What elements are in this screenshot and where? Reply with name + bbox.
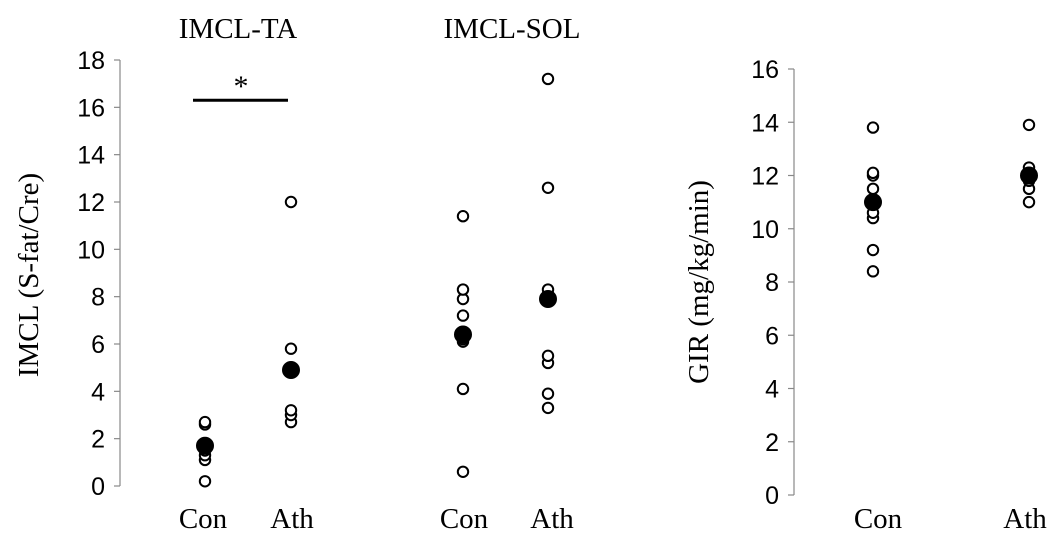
gir-point [866,243,880,257]
sol-point [456,210,470,223]
left-y-tick-label: 18 [77,47,105,75]
right-y-tick-label: 14 [751,109,779,137]
ta-x-label-con: Con [179,503,228,535]
sol-point [456,465,470,478]
left-y-tick-label: 14 [77,142,105,170]
ta-point [198,475,212,488]
right-y-tick-label: 8 [765,269,779,297]
ta-mean-point [196,436,214,455]
right-y-tick-label: 10 [751,216,779,244]
gir-point [866,166,880,180]
ta-title: IMCL-TA [179,13,298,45]
sol-point [541,349,555,363]
gir-point [1022,118,1036,132]
sol-title: IMCL-SOL [444,13,581,45]
sol-mean-point [539,290,557,309]
right-y-tick-label: 2 [765,429,779,457]
left-y-axis: 0 2 4 6 8 10 12 14 16 18 [77,47,121,501]
right-y-tick-label: 0 [765,482,779,510]
sol-mean-point [454,325,472,344]
gir-x-label-con: Con [854,503,903,535]
gir-mean-point [1020,166,1038,185]
left-y-tick-label: 8 [91,284,105,312]
sol-point [541,181,555,195]
gir-mean-point [864,193,882,212]
ta-mean-point [282,361,300,380]
gir-point [866,121,880,134]
ta-point [284,404,298,417]
sol-point [541,401,555,415]
right-y-tick-label: 6 [765,322,779,350]
gir-point [866,182,880,196]
gir-x-label-ath: Ath [1003,503,1047,535]
right-y-tick-label: 4 [765,376,779,404]
right-y-tick-label: 16 [751,56,779,84]
sol-x-label-con: Con [440,503,489,535]
ta-point [284,342,298,355]
left-y-tick-label: 16 [77,94,105,122]
ta-x-label-ath: Ath [270,503,314,535]
sol-point [541,387,555,400]
gir-point [1022,195,1036,209]
left-y-tick-label: 0 [91,473,105,501]
left-y-tick-label: 12 [77,189,105,217]
sol-point [456,309,470,322]
sol-x-label-ath: Ath [530,503,574,535]
left-y-tick-label: 10 [77,236,105,264]
right-y-axis: 0 2 4 6 8 10 12 14 16 [751,56,795,510]
right-y-axis-label: GIR (mg/kg/min) [683,180,715,384]
left-y-tick-label: 4 [91,378,105,406]
sol-point [456,283,470,296]
left-y-axis-label: IMCL (S-fat/Cre) [13,173,45,377]
ta-point [284,195,298,209]
significance-asterisk: * [234,70,249,103]
ta-point [198,415,212,429]
left-y-tick-label: 2 [91,426,105,454]
left-y-tick-label: 6 [91,331,105,359]
sol-point [541,72,555,86]
sol-point [456,382,470,396]
gir-point [866,265,880,278]
right-y-tick-label: 12 [751,163,779,191]
